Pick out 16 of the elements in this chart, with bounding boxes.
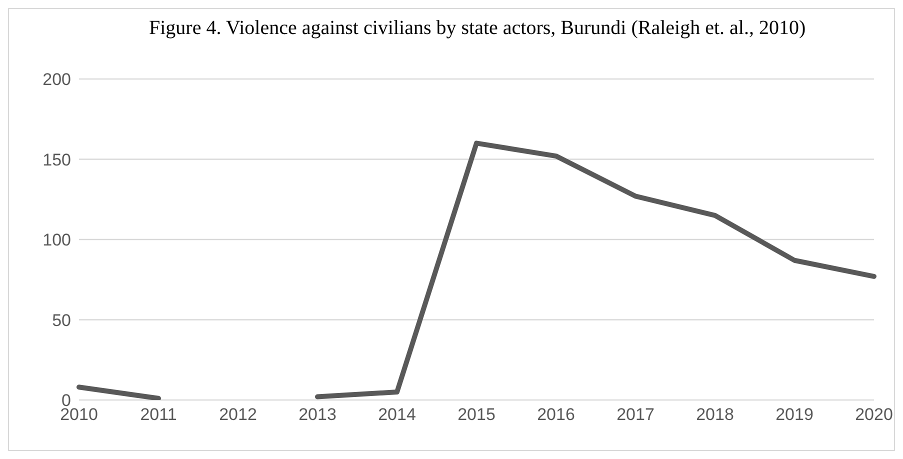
y-tick-label: 200 <box>42 70 71 90</box>
x-tick-label: 2010 <box>60 405 98 424</box>
y-tick-label: 50 <box>52 310 71 330</box>
x-tick-label: 2019 <box>776 405 814 424</box>
x-tick-label: 2020 <box>855 405 893 424</box>
x-tick-label: 2011 <box>140 405 177 424</box>
x-tick-label: 2015 <box>458 405 496 424</box>
x-tick-label: 2018 <box>696 405 734 424</box>
y-tick-label: 150 <box>42 150 71 170</box>
y-tick-label: 100 <box>42 230 71 250</box>
x-tick-label: 2014 <box>378 405 416 424</box>
x-tick-label: 2016 <box>537 405 575 424</box>
x-tick-label: 2012 <box>219 405 257 424</box>
x-tick-label: 2017 <box>616 405 654 424</box>
chart-title: Figure 4. Violence against civilians by state actors, Burundi (Raleigh et. al., 2010) <box>149 17 807 39</box>
x-tick-label: 2013 <box>298 405 336 424</box>
